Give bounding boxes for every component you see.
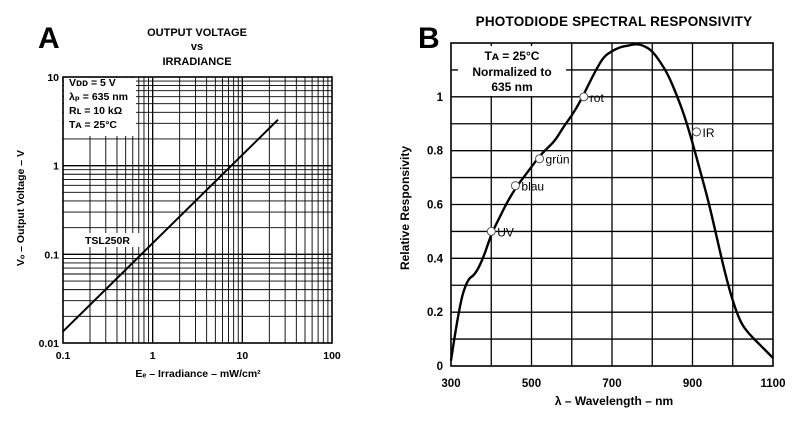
panel-b-condition-wavelength: 635 nm (491, 80, 532, 94)
panel-a-y-tick-label: 10 (47, 72, 59, 84)
panel-b-y-tick-label: 0.6 (427, 200, 443, 212)
panel-b-annotation-label: IR (703, 126, 715, 140)
panel-a-x-tick-label: 1 (150, 350, 156, 362)
panel-b-condition-ta: Tᴀ = 25°C (485, 49, 540, 63)
panel-b-plot: 300 500 700 900 1100 0 0.2 0.4 0.6 0.8 1 UV blaugrün… (427, 42, 786, 390)
panel-b-x-tick-label: 900 (683, 378, 702, 390)
panel-b-y-tick-label: 0.4 (427, 253, 444, 265)
panel-b-x-tick-label: 500 (522, 378, 541, 390)
panel-a-title-line-3: IRRADIANCE (162, 56, 231, 68)
panel-b-title: PHOTODIODE SPECTRAL RESPONSIVITY (476, 14, 753, 29)
panel-a-y-tick-label: 0.1 (44, 249, 59, 261)
panel-b-condition-normalized: Normalized to (472, 65, 551, 79)
panel-b-x-tick-label: 700 (602, 378, 621, 390)
panel-b-y-tick-label: 0.8 (427, 146, 444, 158)
panel-a-condition-lambda: λₚ = 635 nm (69, 91, 128, 103)
panel-a-series-label-box (82, 233, 142, 247)
panel-b-x-tick-label: 1100 (761, 378, 786, 390)
panel-a-title-line-2: vs (191, 41, 203, 53)
panel-b-y-axis-label: Relative Responsivity (398, 146, 412, 270)
panel-a-title-line-1: OUTPUT VOLTAGE (147, 27, 247, 39)
panel-b-annotation-label: blau (521, 180, 544, 194)
panel-b-y-tick-label: 1 (437, 92, 444, 104)
panel-a-condition-rl: Rʟ = 10 kΩ (69, 105, 122, 117)
panel-b-y-tick-label: 0 (437, 361, 443, 373)
panel-b-letter: B (418, 22, 440, 55)
panel-a-series-line (62, 118, 279, 333)
panel-a-x-axis-label: Eₑ – Irradiance – mW/cm² (135, 368, 261, 380)
panel-b-conditions-box (458, 46, 566, 96)
panel-a-series-label: TSL250R (85, 235, 130, 247)
panel-b-series-line (449, 43, 774, 361)
panel-a-condition-vdd: Vᴅᴅ = 5 V (69, 77, 116, 89)
panel-b-x-tick-label: 300 (441, 378, 460, 390)
panel-a-condition-ta: Tᴀ = 25°C (69, 119, 117, 131)
panel-b-annotation-marker (579, 92, 589, 102)
panel-b-annotation-label: rot (590, 91, 605, 105)
panel-b-x-axis-label: λ – Wavelength – nm (555, 394, 673, 408)
panel-a-frame (62, 76, 333, 344)
panel-a-letter: A (38, 22, 60, 55)
panel-b-annotation-label: UV (497, 225, 514, 239)
panel-a-x-tick-label: 10 (236, 350, 248, 362)
panel-a-x-tick-label: 100 (323, 350, 341, 362)
panel-a-y-tick-label: 0.01 (39, 338, 60, 350)
panel-a-conditions-box (64, 78, 136, 136)
panel-b-annotation-label: grün (546, 153, 570, 167)
panel-b-frame (450, 42, 774, 367)
panel-b-y-tick-label: 0.2 (427, 307, 443, 319)
panel-a-y-axis-label: Vₒ – Output Voltage – V (15, 150, 27, 266)
panel-a-y-tick-label: 1 (53, 161, 59, 173)
panel-b-annotation-marker (510, 181, 520, 191)
panel-b-annotation-marker (535, 154, 545, 164)
panel-a-x-tick-label: 0.1 (56, 350, 71, 362)
panel-b-annotation-marker (692, 127, 702, 137)
panel-b-annotation-marker (486, 226, 496, 236)
